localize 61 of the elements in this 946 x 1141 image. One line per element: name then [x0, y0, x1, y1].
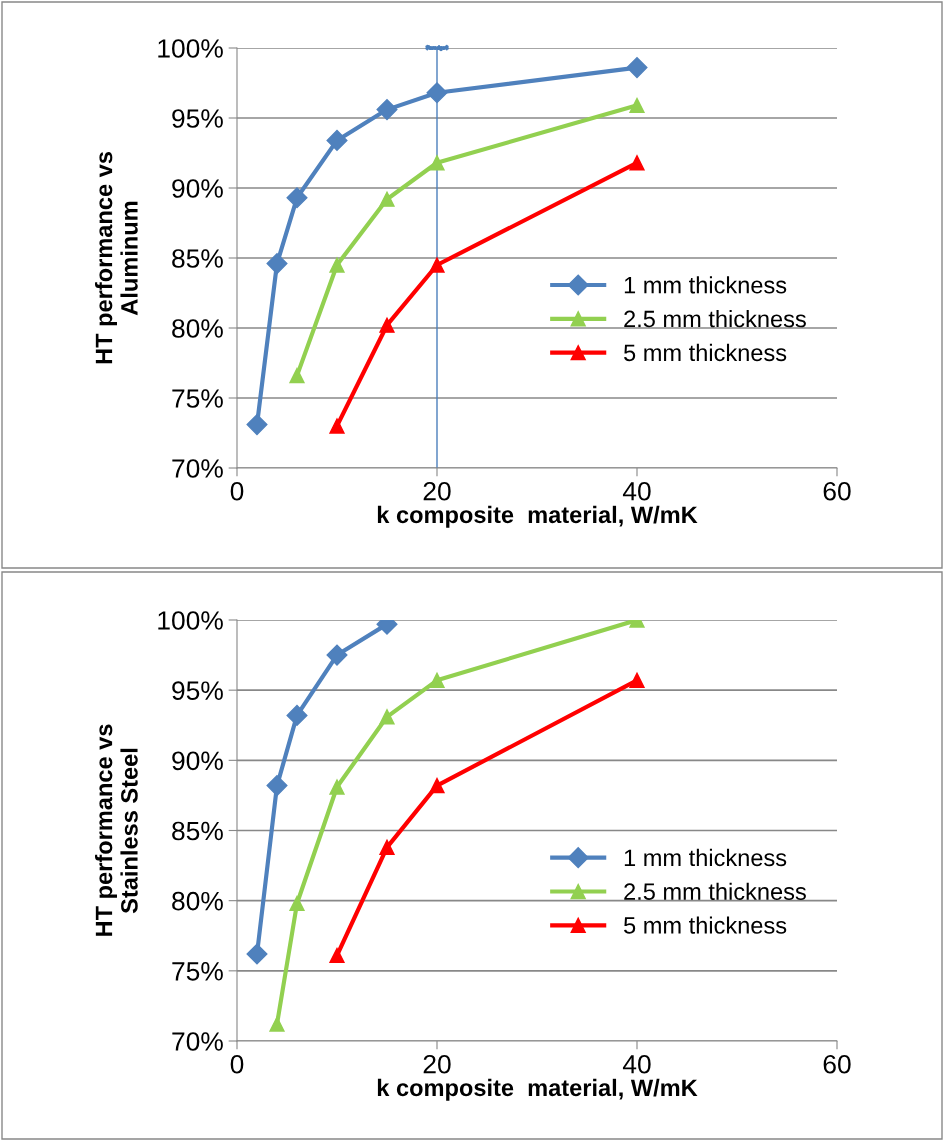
y-tick-label: 85%: [172, 821, 223, 841]
point: [329, 779, 345, 795]
point: [286, 187, 308, 209]
x-tick-label: 60: [823, 1054, 851, 1074]
x-tick-label: 60: [823, 481, 851, 501]
point: [379, 709, 395, 725]
point: [629, 155, 645, 171]
legend-label: 1 mm thickness: [624, 848, 787, 867]
x-axis-title: k composite material, W/mK: [377, 505, 698, 528]
y-tick-label: 70%: [172, 459, 223, 478]
point: [376, 99, 398, 121]
point: [329, 418, 345, 434]
y-tick-label: 100%: [158, 39, 223, 58]
point: [329, 947, 345, 964]
x-tick-label: 40: [622, 1054, 651, 1074]
point: [629, 97, 645, 114]
point: [246, 414, 268, 436]
point: [429, 257, 445, 273]
y-axis-title: HT performance vs Aluminum: [94, 152, 138, 364]
legend-label: 5 mm thickness: [624, 343, 787, 362]
x-tick-label: 20: [423, 481, 451, 501]
y-tick-label: 85%: [172, 249, 223, 268]
point: [289, 367, 305, 384]
y-tick-label: 70%: [172, 1032, 223, 1051]
point: [626, 57, 648, 79]
point: [426, 82, 448, 104]
x-tick-label: 0: [230, 481, 244, 501]
y-tick-label: 80%: [172, 319, 223, 338]
legend-label: 2.5 mm thickness: [624, 309, 806, 328]
y-axis-title: HT performance vs Stainless Steel: [94, 724, 138, 936]
point: [269, 1016, 285, 1032]
point: [429, 672, 445, 688]
x-tick-label: 40: [622, 481, 651, 501]
y-tick-label: 90%: [172, 179, 223, 198]
point: [429, 777, 445, 794]
point: [379, 317, 395, 333]
y-tick-label: 100%: [158, 611, 223, 630]
x-tick-label: 0: [230, 1054, 244, 1074]
point: [326, 129, 348, 151]
point: [429, 155, 445, 171]
point: [246, 943, 268, 965]
legend-label: 5 mm thickness: [624, 916, 787, 934]
point: [329, 257, 345, 273]
point: [379, 191, 395, 207]
point: [379, 839, 395, 855]
y-tick-label: 95%: [172, 681, 223, 700]
point: [286, 704, 308, 726]
x-tick-label: 20: [423, 1054, 451, 1074]
point: [266, 775, 288, 797]
point: [326, 644, 348, 666]
legend-label: 1 mm thickness: [624, 276, 787, 294]
point: [629, 672, 645, 688]
y-tick-label: 75%: [172, 962, 223, 981]
point: [266, 253, 288, 275]
point: [289, 895, 305, 912]
y-tick-label: 95%: [172, 109, 223, 128]
y-tick-label: 90%: [172, 751, 223, 771]
legend-label: 2.5 mm thickness: [624, 882, 806, 900]
y-tick-label: 75%: [172, 389, 223, 408]
y-tick-label: 80%: [172, 891, 223, 911]
x-axis-title: k composite material, W/mK: [377, 1078, 698, 1101]
